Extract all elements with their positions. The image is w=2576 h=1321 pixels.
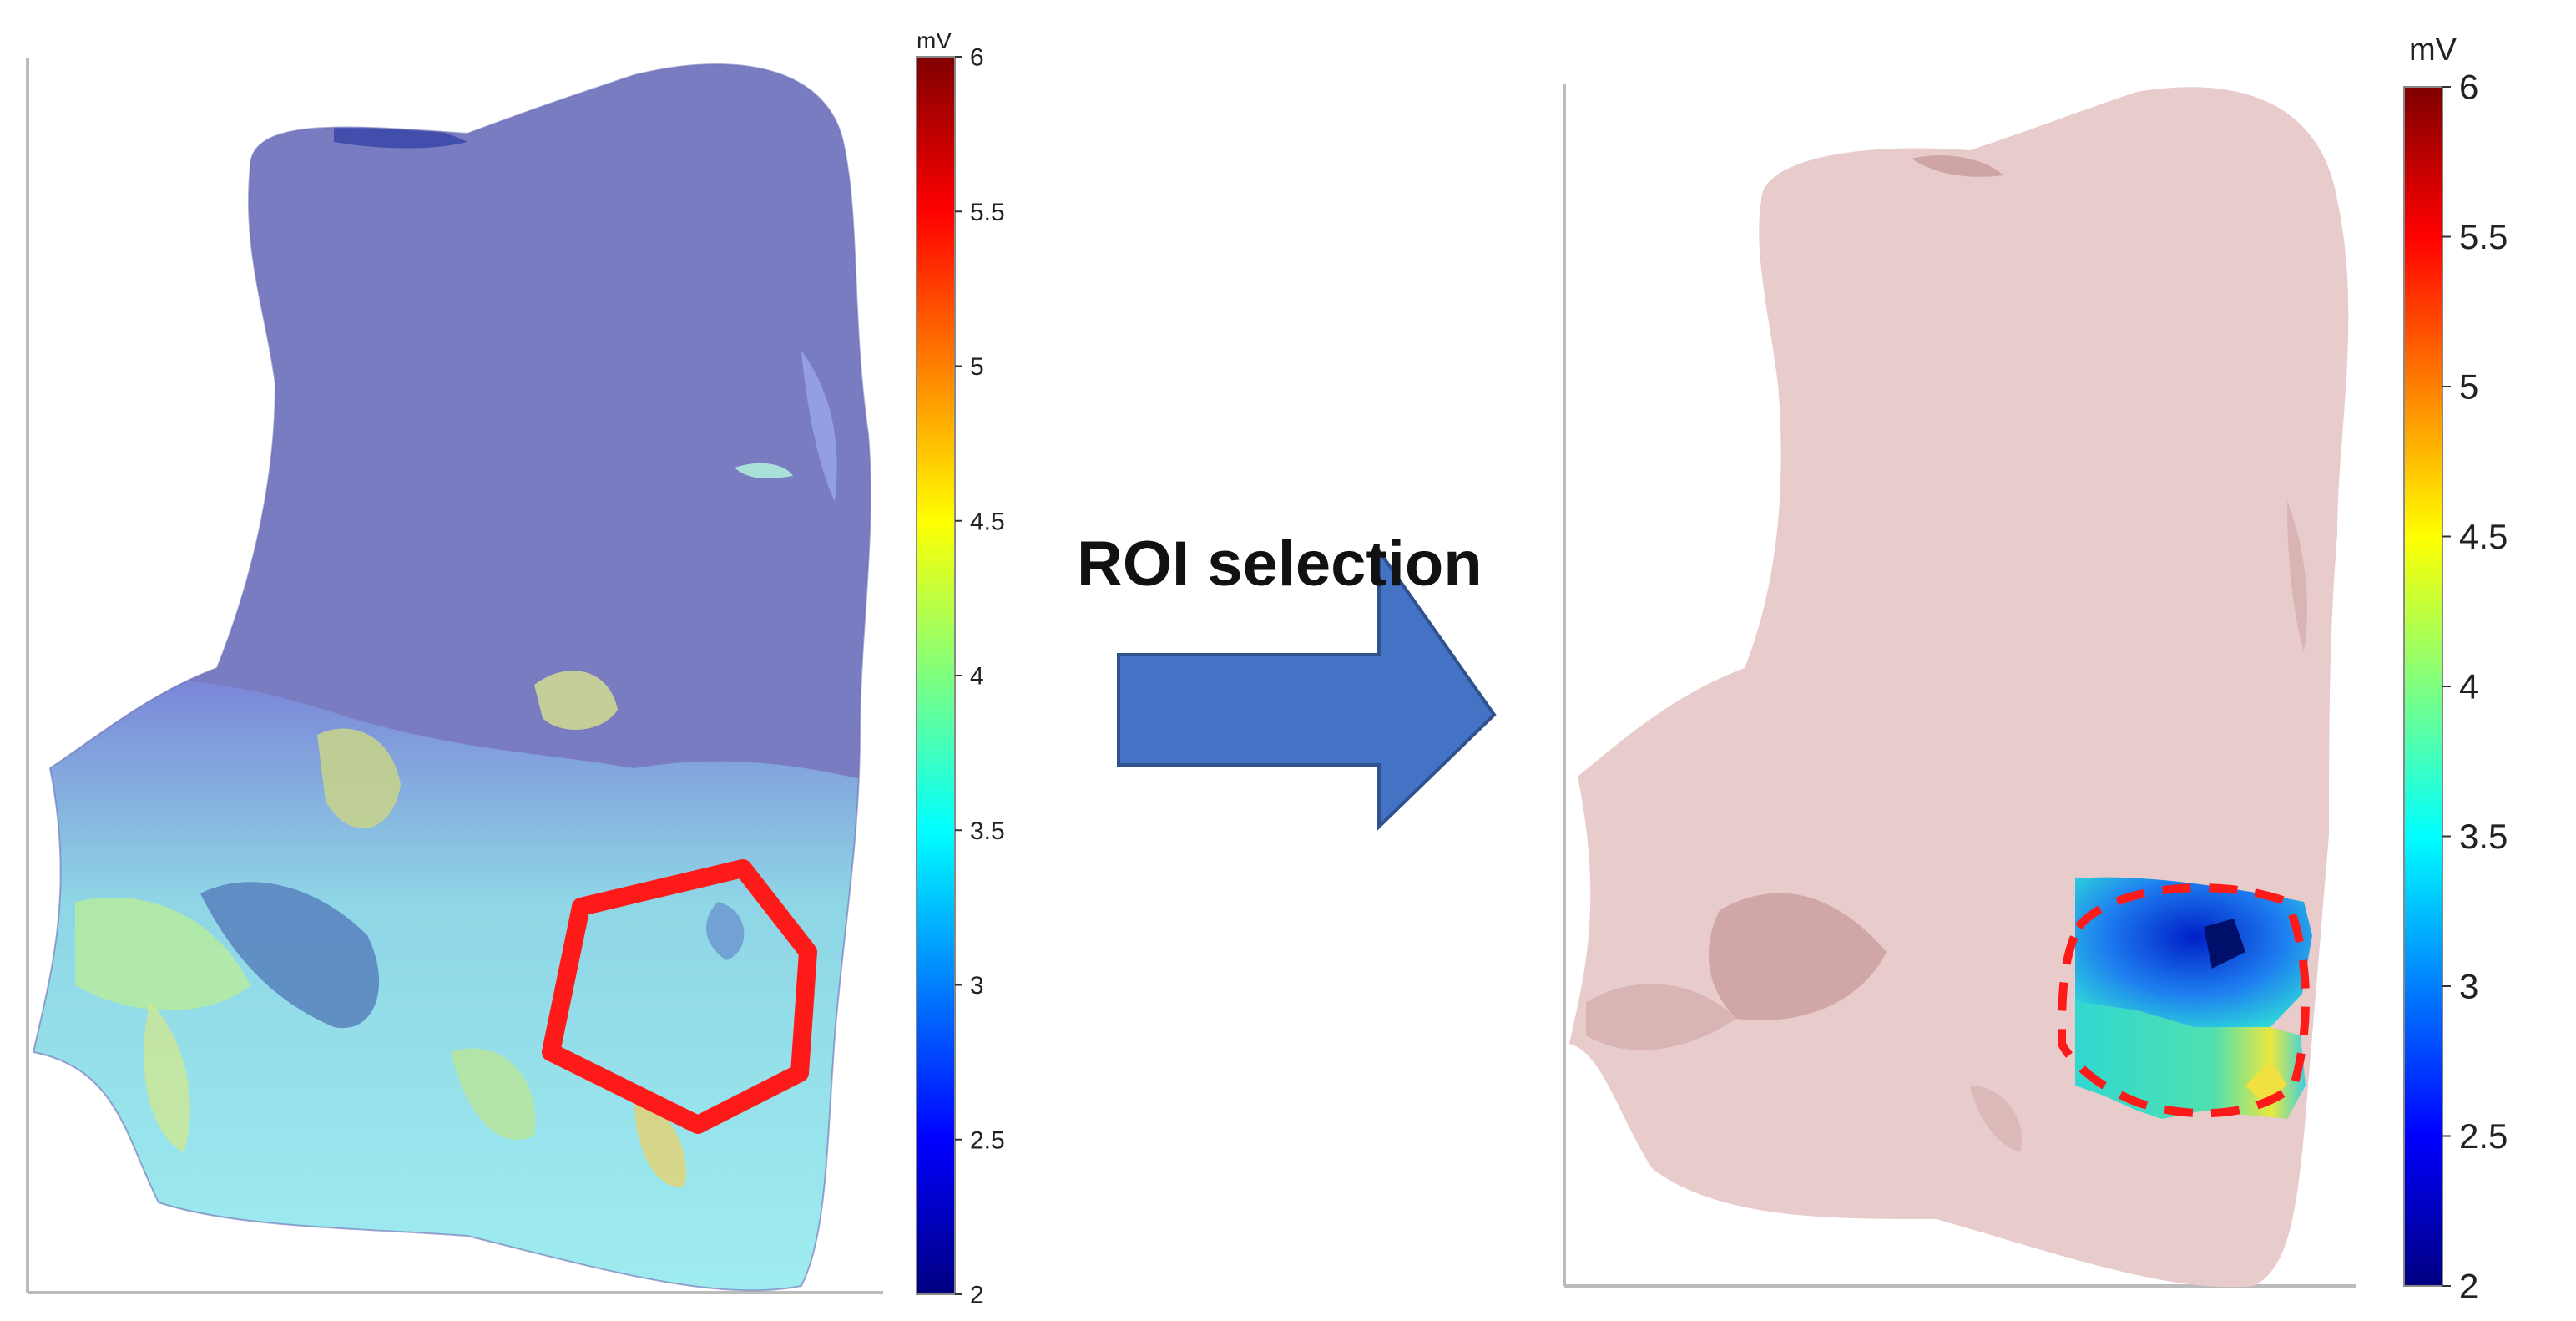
- fold-3: [1912, 155, 2003, 177]
- colorbar-gradient-after: [2403, 86, 2443, 1287]
- colorbar-tick-label: 5: [970, 353, 984, 381]
- panel-after: mV 2 2.5 3 3.5 4 4.5 5 5.5 6: [1563, 33, 2508, 1306]
- panel-before: mV 2 2.5 3 3.5 4 4.5 5 5.5 6: [26, 28, 1005, 1309]
- colorbar-after: mV 2 2.5 3 3.5 4 4.5 5 5.5 6: [2403, 33, 2508, 1306]
- colorbar-tick-label: 3: [2459, 967, 2478, 1006]
- colorbar-tick-label: 2: [2459, 1267, 2478, 1306]
- colorbar-tick-label: 3: [970, 972, 984, 1000]
- roi-selection-caption: ROI selection: [1077, 529, 1482, 600]
- colorbar-tick-label: 2.5: [2459, 1116, 2508, 1156]
- colorbar-tick-label: 6: [2459, 68, 2478, 107]
- colorbar-tick-label: 5: [2459, 367, 2478, 407]
- colorbar-tick-label: 2.5: [970, 1126, 1005, 1154]
- fold-5: [2287, 501, 2307, 651]
- colorbar-unit-after: mV: [2409, 33, 2457, 68]
- colorbar-unit-before: mV: [917, 28, 952, 53]
- colorbar-tick-label: 5.5: [970, 199, 1005, 226]
- fold-1: [1708, 893, 1887, 1020]
- colorbar-tick-label: 4.5: [970, 508, 1005, 535]
- roi-region-colored: [2075, 877, 2312, 1119]
- colorbar-tick-label: 6: [970, 44, 984, 72]
- colorbar-tick-label: 5.5: [2459, 217, 2508, 256]
- roi-hexagon[interactable]: [542, 859, 817, 1134]
- heart-surface-before: [33, 63, 871, 1291]
- fold-4: [1970, 1086, 2022, 1152]
- colorbar-tick-label: 4: [2459, 667, 2478, 706]
- colorbar-tick-label: 4: [970, 663, 984, 691]
- heart-outline-before: [32, 63, 871, 1292]
- colorbar-tick-label: 2: [970, 1282, 984, 1309]
- right-arrow-icon: [1117, 545, 1497, 831]
- colorbar-tick-label: 3.5: [2459, 817, 2508, 856]
- colorbar-before: mV 2 2.5 3 3.5 4 4.5 5 5.5 6: [916, 28, 1005, 1309]
- colorbar-tick-label: 4.5: [2459, 517, 2508, 556]
- colorbar-gradient-before: [916, 56, 956, 1295]
- roi-dashed-outline[interactable]: [2057, 883, 2310, 1118]
- fold-2: [1586, 984, 1736, 1050]
- colorbar-tick-label: 3.5: [970, 817, 1005, 845]
